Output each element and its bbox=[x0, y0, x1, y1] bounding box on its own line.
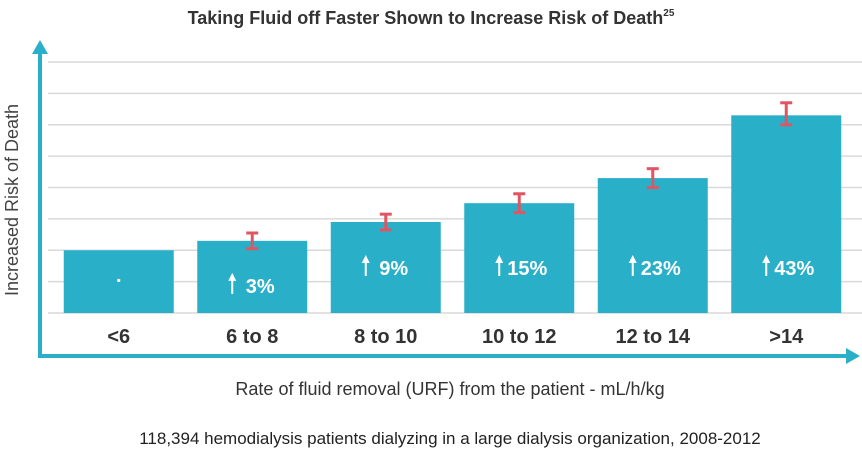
bar-value-label: 3% bbox=[246, 276, 275, 298]
up-arrow-icon bbox=[495, 255, 504, 276]
bar bbox=[197, 240, 308, 313]
bar bbox=[464, 203, 575, 313]
up-arrow-icon bbox=[762, 255, 771, 276]
y-axis-arrow-icon bbox=[32, 40, 48, 54]
bar bbox=[330, 222, 441, 313]
bar bbox=[597, 178, 708, 313]
up-arrow-head bbox=[762, 255, 771, 263]
x-tick-label: >14 bbox=[769, 326, 804, 348]
x-tick-label: 10 to 12 bbox=[482, 326, 556, 348]
bar bbox=[731, 115, 842, 314]
bar-value-label: 15% bbox=[507, 258, 547, 280]
x-tick-labels: <6 6 to 8 8 to 10 10 to 12 12 to 14 >14 bbox=[107, 326, 804, 348]
y-axis-title: Increased Risk of Death bbox=[2, 104, 22, 296]
bar bbox=[63, 250, 174, 313]
bar-value-label: 9% bbox=[379, 258, 408, 280]
bar-value-label: 43% bbox=[774, 258, 814, 280]
grid bbox=[48, 61, 862, 314]
bar-value-label: 23% bbox=[641, 258, 681, 280]
up-arrow-head bbox=[228, 272, 237, 281]
x-tick-label: <6 bbox=[107, 326, 130, 348]
y-axis bbox=[32, 40, 48, 358]
up-arrow-icon bbox=[628, 255, 637, 276]
x-axis-title: Rate of fluid removal (URF) from the pat… bbox=[235, 379, 664, 399]
up-arrow-icon bbox=[361, 255, 370, 276]
x-tick-label: 8 to 10 bbox=[354, 326, 417, 348]
bars bbox=[63, 115, 842, 314]
up-arrow-head bbox=[628, 255, 637, 263]
chart-title: Taking Fluid off Faster Shown to Increas… bbox=[188, 8, 675, 28]
up-arrow-head bbox=[361, 255, 370, 263]
chart-title-main: Taking Fluid off Faster Shown to Increas… bbox=[188, 8, 664, 28]
chart-title-superscript: 25 bbox=[663, 8, 675, 19]
bar-labels: . 3% 9% 15% 23% 43% bbox=[116, 255, 814, 298]
up-arrow-head bbox=[495, 255, 504, 263]
error-bars bbox=[246, 101, 793, 251]
bar-value-label: . bbox=[116, 265, 122, 287]
footnote: 118,394 hemodialysis patients dialyzing … bbox=[139, 429, 761, 448]
x-tick-label: 6 to 8 bbox=[226, 326, 278, 348]
x-tick-label: 12 to 14 bbox=[616, 326, 691, 348]
up-arrow-icon bbox=[228, 272, 237, 294]
x-axis bbox=[38, 348, 860, 364]
x-axis-arrow-icon bbox=[846, 348, 860, 364]
